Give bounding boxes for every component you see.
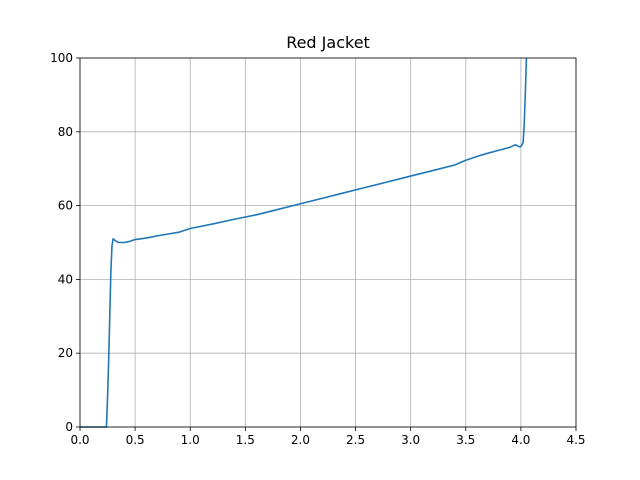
series-layer bbox=[80, 57, 528, 428]
x-tick-label: 0.5 bbox=[126, 433, 145, 447]
x-tick-label: 1.5 bbox=[236, 433, 255, 447]
x-tick-label: 4.0 bbox=[511, 433, 530, 447]
chart-title: Red Jacket bbox=[286, 33, 370, 52]
x-tick-label: 4.5 bbox=[566, 433, 585, 447]
x-tick-label: 1.0 bbox=[181, 433, 200, 447]
axis-ticks: 0.0 0.5 1.0 1.5 2.0 2.5 3.0 3.5 4.0 4.5 0 20 40 60 80 1… bbox=[50, 51, 585, 447]
axes-frame bbox=[79, 57, 577, 428]
y-tick-label: 100 bbox=[50, 51, 73, 65]
x-tick-label: 2.0 bbox=[291, 433, 310, 447]
y-tick-label: 40 bbox=[58, 272, 73, 286]
x-tick-label: 0.0 bbox=[70, 433, 89, 447]
series-line bbox=[80, 57, 528, 428]
y-tick-label: 20 bbox=[58, 346, 73, 360]
y-tick-label: 60 bbox=[58, 199, 73, 213]
plot-area bbox=[80, 58, 576, 427]
x-tick-label: 3.5 bbox=[456, 433, 475, 447]
y-tick-label: 0 bbox=[65, 420, 73, 434]
x-tick-label: 2.5 bbox=[346, 433, 365, 447]
y-tick-label: 80 bbox=[58, 125, 73, 139]
x-tick-label: 3.0 bbox=[401, 433, 420, 447]
